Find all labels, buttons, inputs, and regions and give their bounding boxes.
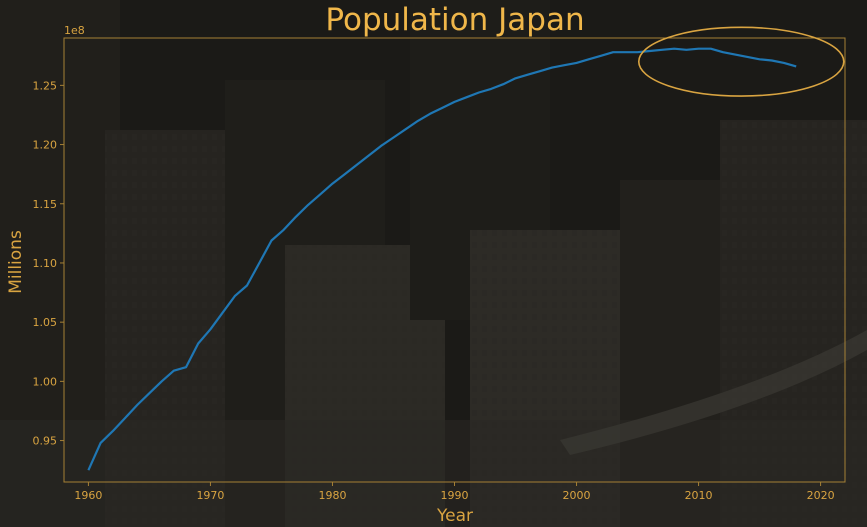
y-tick-label: 1.15 <box>33 198 58 211</box>
population-line <box>87 47 797 471</box>
chart-title: Population Japan <box>325 2 584 38</box>
x-tick-label: 2000 <box>563 489 591 502</box>
x-tick-label: 2020 <box>807 489 835 502</box>
y-offset-label: 1e8 <box>64 24 85 37</box>
x-tick-label: 1980 <box>318 489 346 502</box>
y-tick-label: 1.25 <box>33 79 58 92</box>
axis-ticks: 1960 1970 1980 1990 2000 2010 2020 0.95 1.00 1.05… <box>33 79 835 502</box>
y-tick-label: 1.05 <box>33 316 58 329</box>
x-tick-label: 1970 <box>196 489 224 502</box>
annotation-layer <box>637 26 845 97</box>
x-tick-label: 1960 <box>74 489 102 502</box>
y-tick-label: 1.10 <box>33 257 58 270</box>
x-tick-label: 2010 <box>685 489 713 502</box>
x-tick-label: 1990 <box>441 489 469 502</box>
y-tick-label: 0.95 <box>33 435 58 448</box>
highlight-ellipse <box>637 26 845 97</box>
series-layer <box>87 47 797 471</box>
y-tick-label: 1.00 <box>33 375 58 388</box>
x-axis-title: Year <box>436 506 473 526</box>
y-tick-label: 1.20 <box>33 139 58 152</box>
y-axis-title: Millions <box>6 230 26 294</box>
